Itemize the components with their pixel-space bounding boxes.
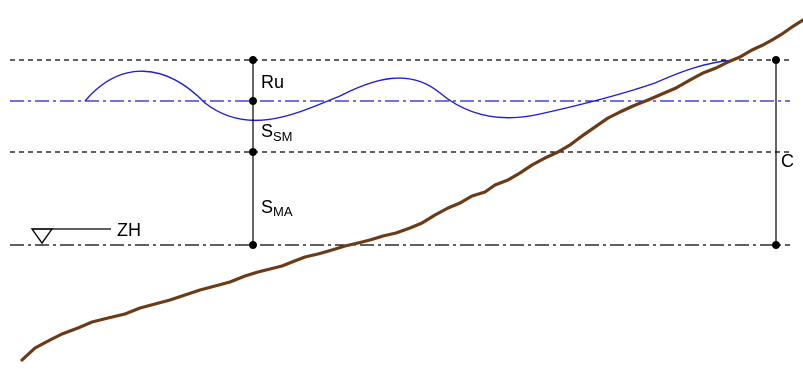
c-label: C: [781, 151, 794, 171]
sma-label-main: S: [261, 197, 273, 217]
c-top-point: [772, 56, 780, 64]
zh-triangle-icon: [30, 228, 54, 245]
datum-point: [249, 241, 257, 249]
ssm-label-sub: SM: [273, 129, 293, 144]
ru-label: Ru: [261, 72, 284, 92]
terrain-profile: [20, 18, 803, 362]
sma-label-sub: MA: [273, 204, 293, 219]
msl-point: [249, 97, 257, 105]
surge-point: [249, 148, 257, 156]
sma-label: SMA: [261, 197, 293, 219]
ssm-label-main: S: [261, 121, 273, 141]
ssm-label: SSM: [261, 121, 293, 144]
c-bottom-point: [772, 241, 780, 249]
zh-label: ZH: [117, 220, 141, 240]
wave-profile: [84, 59, 736, 122]
ru-top-point: [249, 56, 257, 64]
